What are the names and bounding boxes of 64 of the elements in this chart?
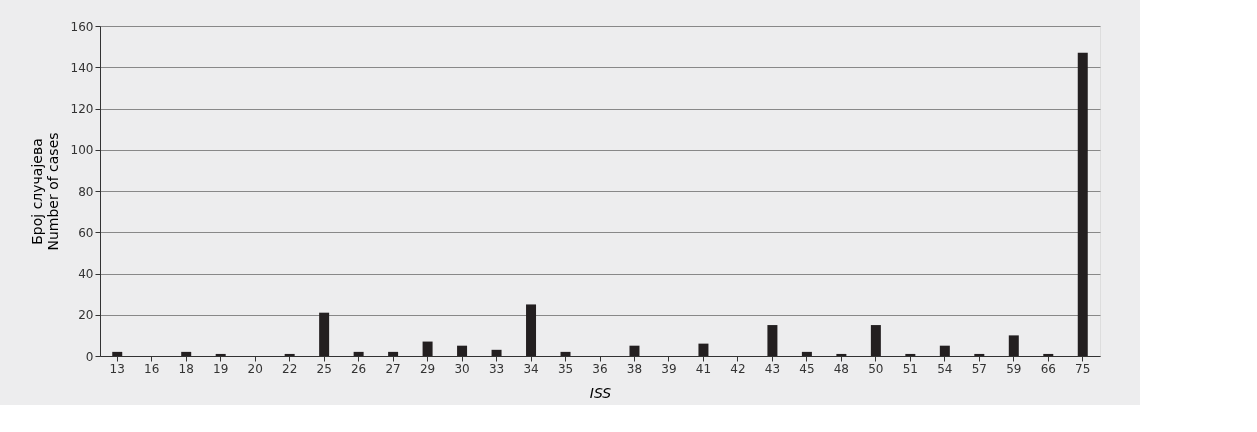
bar [422,341,433,356]
x-tick-label: 30 [454,361,470,376]
bar [698,343,709,356]
bar [870,325,881,356]
x-tick-label: 57 [971,361,987,376]
bar [457,345,468,356]
x-tick-label: 13 [109,361,125,376]
x-tick-label: 54 [937,361,953,376]
x-tick-label: 20 [247,361,263,376]
y-axis-title: Број случајева Number of cases [28,132,61,251]
x-tick-label: 36 [592,361,608,376]
x-tick-label: 51 [902,361,918,376]
bar [560,351,571,356]
x-tick-label: 48 [833,361,850,376]
y-tick-label: 100 [70,143,94,158]
x-tick-label: 43 [764,361,781,376]
bar [905,353,916,356]
x-tick-label: 26 [350,361,367,376]
x-tick-label: 22 [282,361,298,376]
x-tick-label: 38 [626,361,643,376]
x-tick-label: 25 [316,361,332,376]
bar [491,349,502,356]
y-tick-label: 20 [78,308,94,323]
x-tick-label: 50 [868,361,884,376]
bar [629,345,640,356]
x-tick-label: 59 [1006,361,1022,376]
x-tick-label: 34 [523,361,539,376]
x-tick-label: 75 [1075,361,1091,376]
x-axis-title: ISS [589,384,612,401]
bar [112,351,123,356]
bar [1077,52,1088,356]
y-tick-label: 0 [85,349,94,364]
x-tick-label: 39 [661,361,677,376]
x-tick-label: 66 [1040,361,1056,376]
y-tick-label: 80 [78,184,94,199]
x-tick-label: 16 [144,361,160,376]
bar [801,351,812,356]
bar [526,304,537,356]
x-tick-label: 35 [557,361,574,376]
bar [836,353,847,356]
y-tick-label: 40 [78,267,94,281]
bar [319,312,330,356]
x-tick-label: 29 [419,361,436,376]
bar [388,351,399,356]
x-tick-label: 45 [799,361,815,376]
x-tick-label: 19 [213,361,229,376]
bar [767,325,778,356]
bar [353,351,364,356]
bar [1043,353,1054,356]
y-tick-label: 60 [78,225,94,240]
y-tick-label: 120 [70,102,94,116]
bar [215,353,226,356]
y-tick-label: 140 [70,60,94,75]
bar [974,353,985,356]
x-tick-label: 41 [695,361,712,376]
x-tick-label: 18 [178,361,194,376]
x-tick-label: 27 [385,361,401,376]
y-tick-label: 160 [70,19,94,34]
bar [1008,335,1019,356]
x-tick-label: 33 [488,361,505,376]
bar [284,353,295,356]
bar [181,351,192,356]
bar [939,345,950,356]
x-tick-label: 42 [730,361,746,376]
